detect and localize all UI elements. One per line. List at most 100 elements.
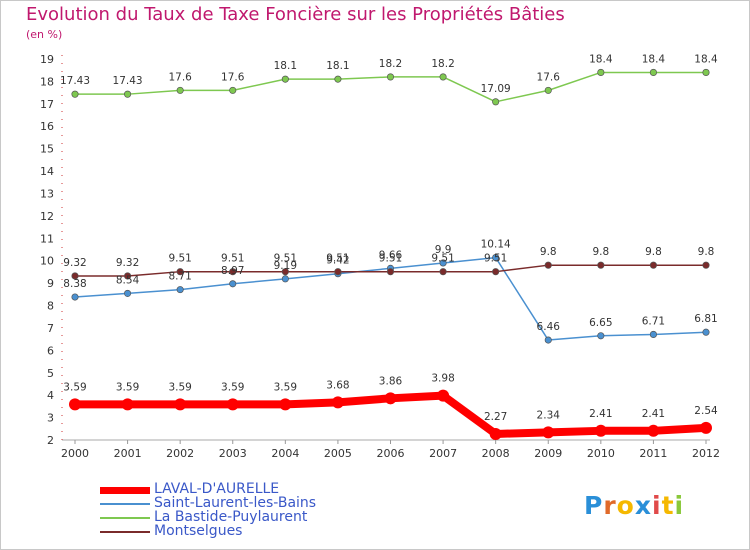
data-label: 9.51 bbox=[274, 253, 297, 265]
data-label: 3.59 bbox=[116, 381, 139, 393]
data-point bbox=[439, 268, 447, 276]
legend-swatch bbox=[100, 503, 150, 505]
legend-swatch bbox=[100, 486, 150, 494]
data-point bbox=[69, 398, 81, 411]
y-tick-label: 6 bbox=[47, 344, 54, 357]
data-label: 9.51 bbox=[484, 253, 507, 265]
data-point bbox=[226, 398, 239, 411]
data-point bbox=[649, 261, 657, 269]
x-tick-label: 2009 bbox=[534, 447, 562, 460]
y-tick-label: 17 bbox=[40, 98, 54, 111]
y-tick-label: 8 bbox=[47, 300, 54, 313]
y-tick-label: 7 bbox=[47, 322, 54, 335]
data-point bbox=[71, 90, 79, 98]
data-label: 9.32 bbox=[63, 257, 86, 269]
data-label: 17.6 bbox=[537, 71, 561, 83]
data-label: 9.9 bbox=[435, 244, 452, 256]
proxiti-logo: Proxiti bbox=[584, 491, 685, 520]
x-tick-label: 2002 bbox=[166, 447, 194, 460]
data-point bbox=[124, 289, 132, 297]
data-point bbox=[597, 261, 605, 269]
data-point bbox=[71, 272, 79, 280]
data-point bbox=[439, 259, 447, 267]
x-tick-label: 2007 bbox=[429, 447, 457, 460]
data-label: 9.51 bbox=[431, 253, 454, 265]
data-label: 2.41 bbox=[642, 408, 665, 420]
data-label: 9.8 bbox=[540, 246, 557, 258]
data-label: 18.1 bbox=[274, 60, 297, 72]
data-label: 6.46 bbox=[537, 321, 561, 333]
data-label: 9.51 bbox=[168, 253, 191, 265]
data-label: 18.4 bbox=[642, 53, 666, 65]
data-label: 18.1 bbox=[326, 60, 349, 72]
data-point bbox=[334, 75, 342, 83]
y-tick-label: 2 bbox=[47, 434, 54, 447]
data-point bbox=[544, 86, 552, 94]
data-point bbox=[71, 293, 79, 301]
data-label: 17.6 bbox=[221, 71, 245, 83]
data-point bbox=[597, 68, 605, 76]
data-label: 2.41 bbox=[589, 408, 612, 420]
legend-swatch bbox=[100, 531, 150, 533]
data-point bbox=[229, 268, 237, 276]
y-tick-label: 13 bbox=[40, 187, 54, 200]
data-label: 10.14 bbox=[481, 239, 511, 251]
x-tick-label: 2005 bbox=[324, 447, 352, 460]
data-point bbox=[542, 426, 555, 439]
data-point bbox=[279, 398, 292, 411]
y-tick-label: 19 bbox=[40, 53, 54, 66]
y-tick-label: 18 bbox=[40, 75, 54, 88]
x-tick-label: 2008 bbox=[482, 447, 510, 460]
data-label: 2.54 bbox=[694, 405, 718, 417]
data-label: 8.54 bbox=[116, 274, 140, 286]
data-point bbox=[649, 68, 657, 76]
data-point bbox=[649, 330, 657, 338]
data-label: 6.71 bbox=[642, 315, 665, 327]
data-point bbox=[281, 75, 289, 83]
y-tick-label: 16 bbox=[40, 120, 54, 133]
data-point bbox=[124, 90, 132, 98]
data-label: 18.4 bbox=[694, 53, 718, 65]
data-point bbox=[331, 396, 344, 409]
data-point bbox=[544, 336, 552, 344]
data-point bbox=[176, 268, 184, 276]
data-label: 18.4 bbox=[589, 53, 613, 65]
data-point bbox=[700, 421, 712, 434]
x-tick-label: 2011 bbox=[639, 447, 667, 460]
y-tick-label: 14 bbox=[40, 165, 54, 178]
y-tick-label: 4 bbox=[47, 389, 54, 402]
data-point bbox=[386, 268, 395, 276]
data-point bbox=[647, 424, 660, 437]
y-tick-label: 5 bbox=[47, 367, 54, 380]
data-point bbox=[281, 268, 289, 276]
data-point bbox=[702, 68, 710, 76]
data-label: 8.38 bbox=[63, 278, 86, 290]
data-point bbox=[702, 328, 710, 336]
data-point bbox=[597, 332, 605, 340]
data-point bbox=[439, 73, 447, 81]
data-point bbox=[492, 254, 500, 262]
data-point bbox=[489, 427, 502, 440]
data-point bbox=[386, 73, 395, 81]
data-point bbox=[229, 280, 237, 288]
y-tick-label: 3 bbox=[47, 412, 54, 425]
data-label: 9.51 bbox=[326, 253, 349, 265]
data-label: 18.2 bbox=[379, 58, 402, 70]
data-point bbox=[334, 268, 342, 276]
y-tick-label: 11 bbox=[40, 232, 54, 245]
data-label: 17.43 bbox=[60, 75, 90, 87]
data-label: 2.27 bbox=[484, 411, 507, 423]
data-label: 3.98 bbox=[431, 373, 454, 385]
legend-swatch bbox=[100, 517, 150, 519]
data-point bbox=[281, 275, 289, 283]
data-point bbox=[437, 389, 450, 402]
data-point bbox=[121, 398, 134, 411]
y-tick-label: 10 bbox=[40, 255, 54, 268]
legend-label: La Bastide-Puylaurent bbox=[154, 509, 308, 525]
y-tick-label: 15 bbox=[40, 143, 54, 156]
x-tick-label: 2001 bbox=[114, 447, 142, 460]
data-label: 3.86 bbox=[379, 375, 403, 387]
legend-label: Saint-Laurent-les-Bains bbox=[154, 495, 317, 511]
data-label: 9.66 bbox=[379, 249, 403, 261]
